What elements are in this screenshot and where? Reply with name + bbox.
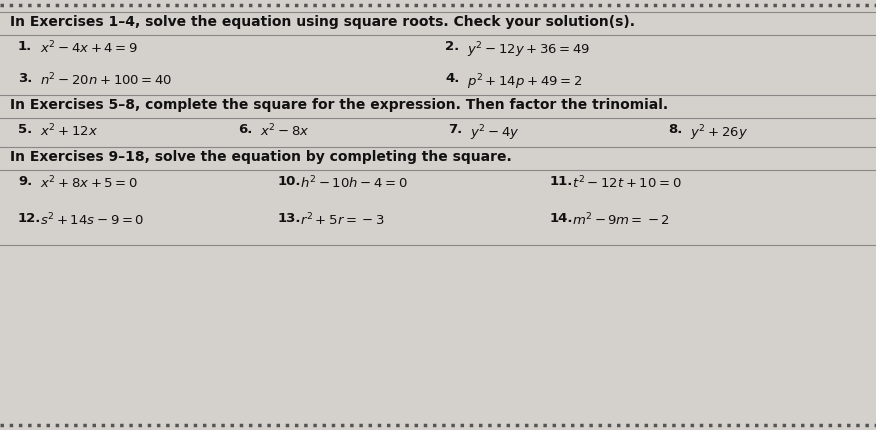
Text: 8.: 8. [668, 123, 682, 136]
Text: $x^2 - 4x + 4 = 9$: $x^2 - 4x + 4 = 9$ [40, 40, 138, 57]
Text: $p^2 + 14p + 49 = 2$: $p^2 + 14p + 49 = 2$ [467, 72, 583, 92]
Text: $y^2 - 12y + 36 = 49$: $y^2 - 12y + 36 = 49$ [467, 40, 590, 60]
Text: $h^2 - 10h - 4 = 0$: $h^2 - 10h - 4 = 0$ [300, 175, 407, 192]
Text: 11.: 11. [550, 175, 574, 188]
Text: $x^2 + 8x + 5 = 0$: $x^2 + 8x + 5 = 0$ [40, 175, 138, 192]
Text: $x^2 + 12x$: $x^2 + 12x$ [40, 123, 98, 140]
Text: $s^2 + 14s - 9 = 0$: $s^2 + 14s - 9 = 0$ [40, 212, 145, 229]
Text: $m^2 - 9m = -2$: $m^2 - 9m = -2$ [572, 212, 670, 229]
Text: 13.: 13. [278, 212, 301, 225]
Text: In Exercises 5–8, complete the square for the expression. Then factor the trinom: In Exercises 5–8, complete the square fo… [10, 98, 668, 112]
Text: 12.: 12. [18, 212, 41, 225]
Text: 2.: 2. [445, 40, 459, 53]
Text: 3.: 3. [18, 72, 32, 85]
Text: 7.: 7. [448, 123, 463, 136]
Text: $r^2 + 5r = -3$: $r^2 + 5r = -3$ [300, 212, 385, 229]
Text: 6.: 6. [238, 123, 252, 136]
Text: 4.: 4. [445, 72, 459, 85]
Text: 1.: 1. [18, 40, 32, 53]
Text: $x^2 - 8x$: $x^2 - 8x$ [260, 123, 309, 140]
Text: 5.: 5. [18, 123, 32, 136]
Text: $n^2 - 20n + 100 = 40$: $n^2 - 20n + 100 = 40$ [40, 72, 173, 89]
Text: In Exercises 1–4, solve the equation using square roots. Check your solution(s).: In Exercises 1–4, solve the equation usi… [10, 15, 635, 29]
Text: $y^2 + 26y$: $y^2 + 26y$ [690, 123, 748, 143]
Text: $y^2 - 4y$: $y^2 - 4y$ [470, 123, 519, 143]
Text: 9.: 9. [18, 175, 32, 188]
Text: $t^2 - 12t + 10 = 0$: $t^2 - 12t + 10 = 0$ [572, 175, 682, 192]
Text: 10.: 10. [278, 175, 301, 188]
Text: In Exercises 9–18, solve the equation by completing the square.: In Exercises 9–18, solve the equation by… [10, 150, 512, 164]
Text: 14.: 14. [550, 212, 574, 225]
